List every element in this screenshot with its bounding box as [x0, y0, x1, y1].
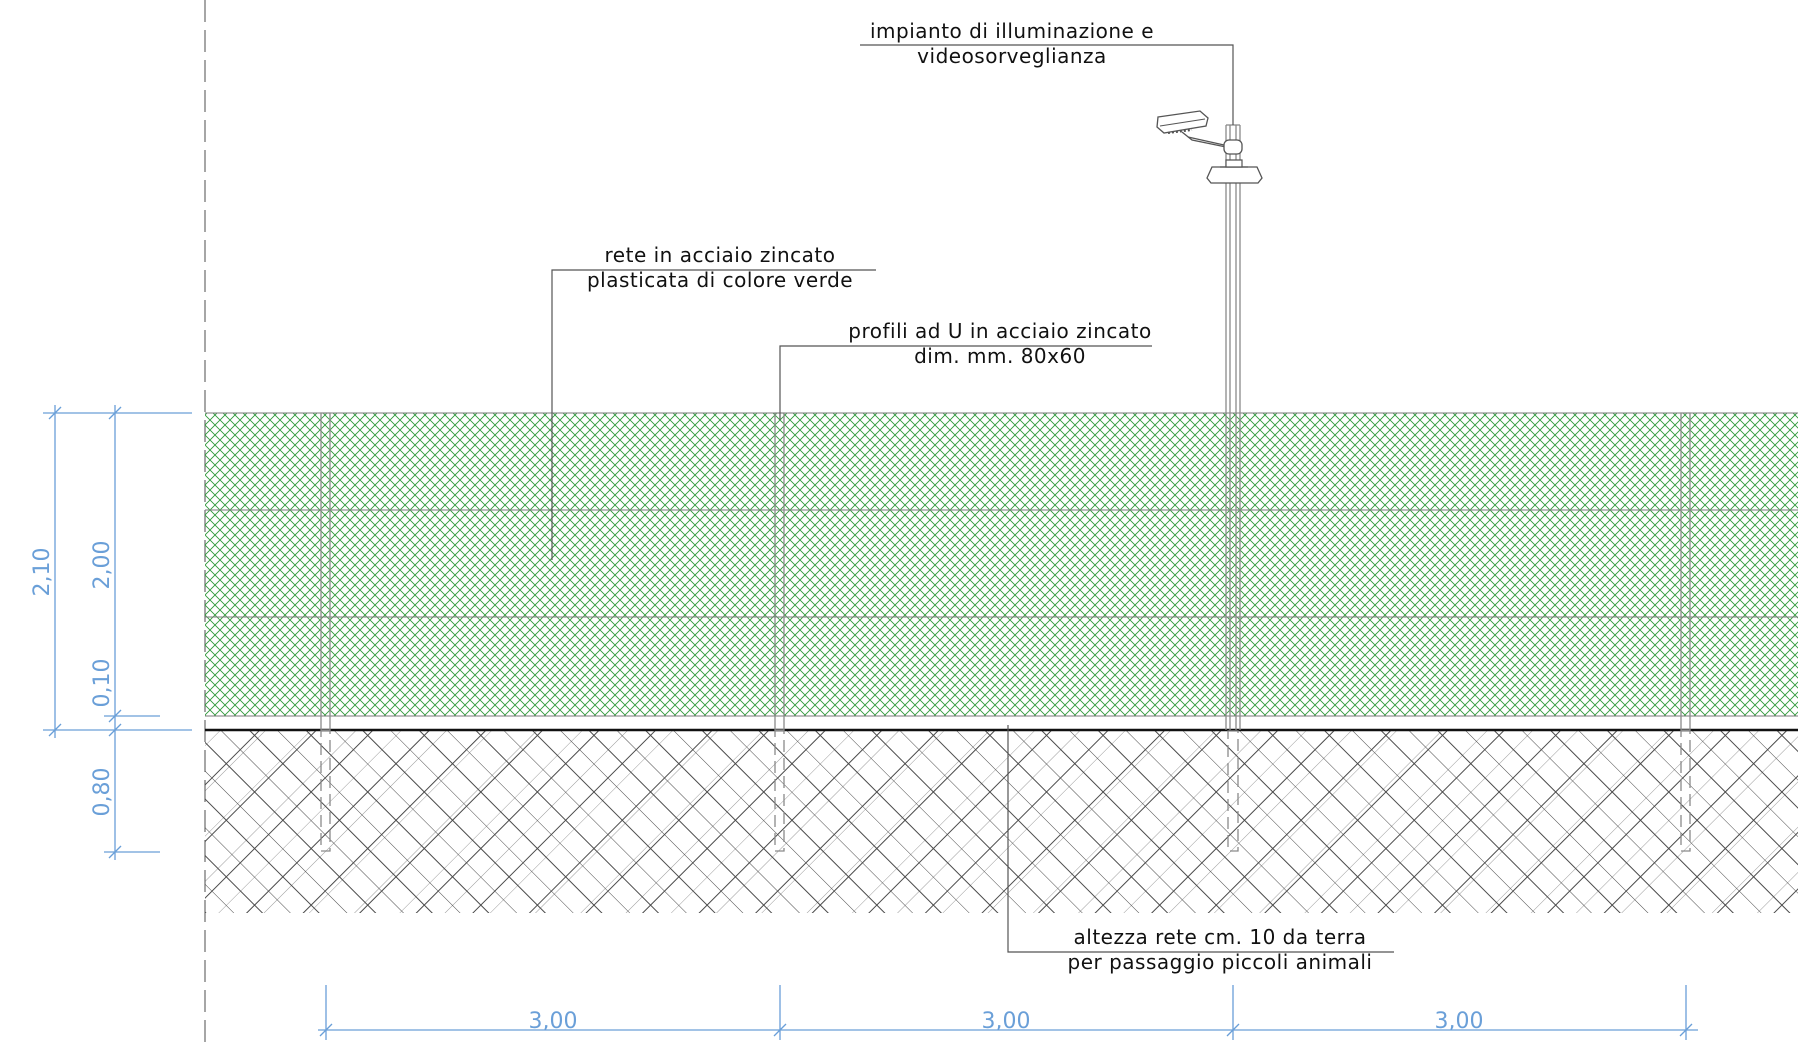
profiles-label-line1: profili ad U in acciaio zincato — [848, 319, 1151, 343]
mesh-label-line2: plasticata di colore verde — [587, 268, 853, 292]
fence-mesh — [205, 413, 1798, 716]
gap-label-line1: altezza rete cm. 10 da terra — [1074, 925, 1367, 949]
lighting-label-line1: impianto di illuminazione e — [870, 19, 1154, 43]
dim-span-2: 3,00 — [982, 1009, 1031, 1034]
dim-span-3: 3,00 — [1435, 1009, 1484, 1034]
lamp-icon — [1207, 160, 1262, 183]
dim-mesh-height: 2,00 — [90, 541, 115, 590]
gap-label-line2: per passaggio piccoli animali — [1068, 950, 1373, 974]
lighting-label-line2: videosorveglianza — [917, 44, 1107, 68]
profiles-label-line2: dim. mm. 80x60 — [914, 344, 1086, 368]
soil-section — [205, 731, 1798, 913]
dim-span-1: 3,00 — [529, 1009, 578, 1034]
mesh-label-line1: rete in acciaio zincato — [605, 243, 836, 267]
vertical-dimensions — [43, 405, 192, 860]
dim-foundation-depth: 0,80 — [90, 768, 115, 817]
dim-total-height: 2,10 — [30, 548, 55, 597]
dim-ground-gap: 0,10 — [90, 659, 115, 708]
camera-icon — [1157, 111, 1242, 154]
